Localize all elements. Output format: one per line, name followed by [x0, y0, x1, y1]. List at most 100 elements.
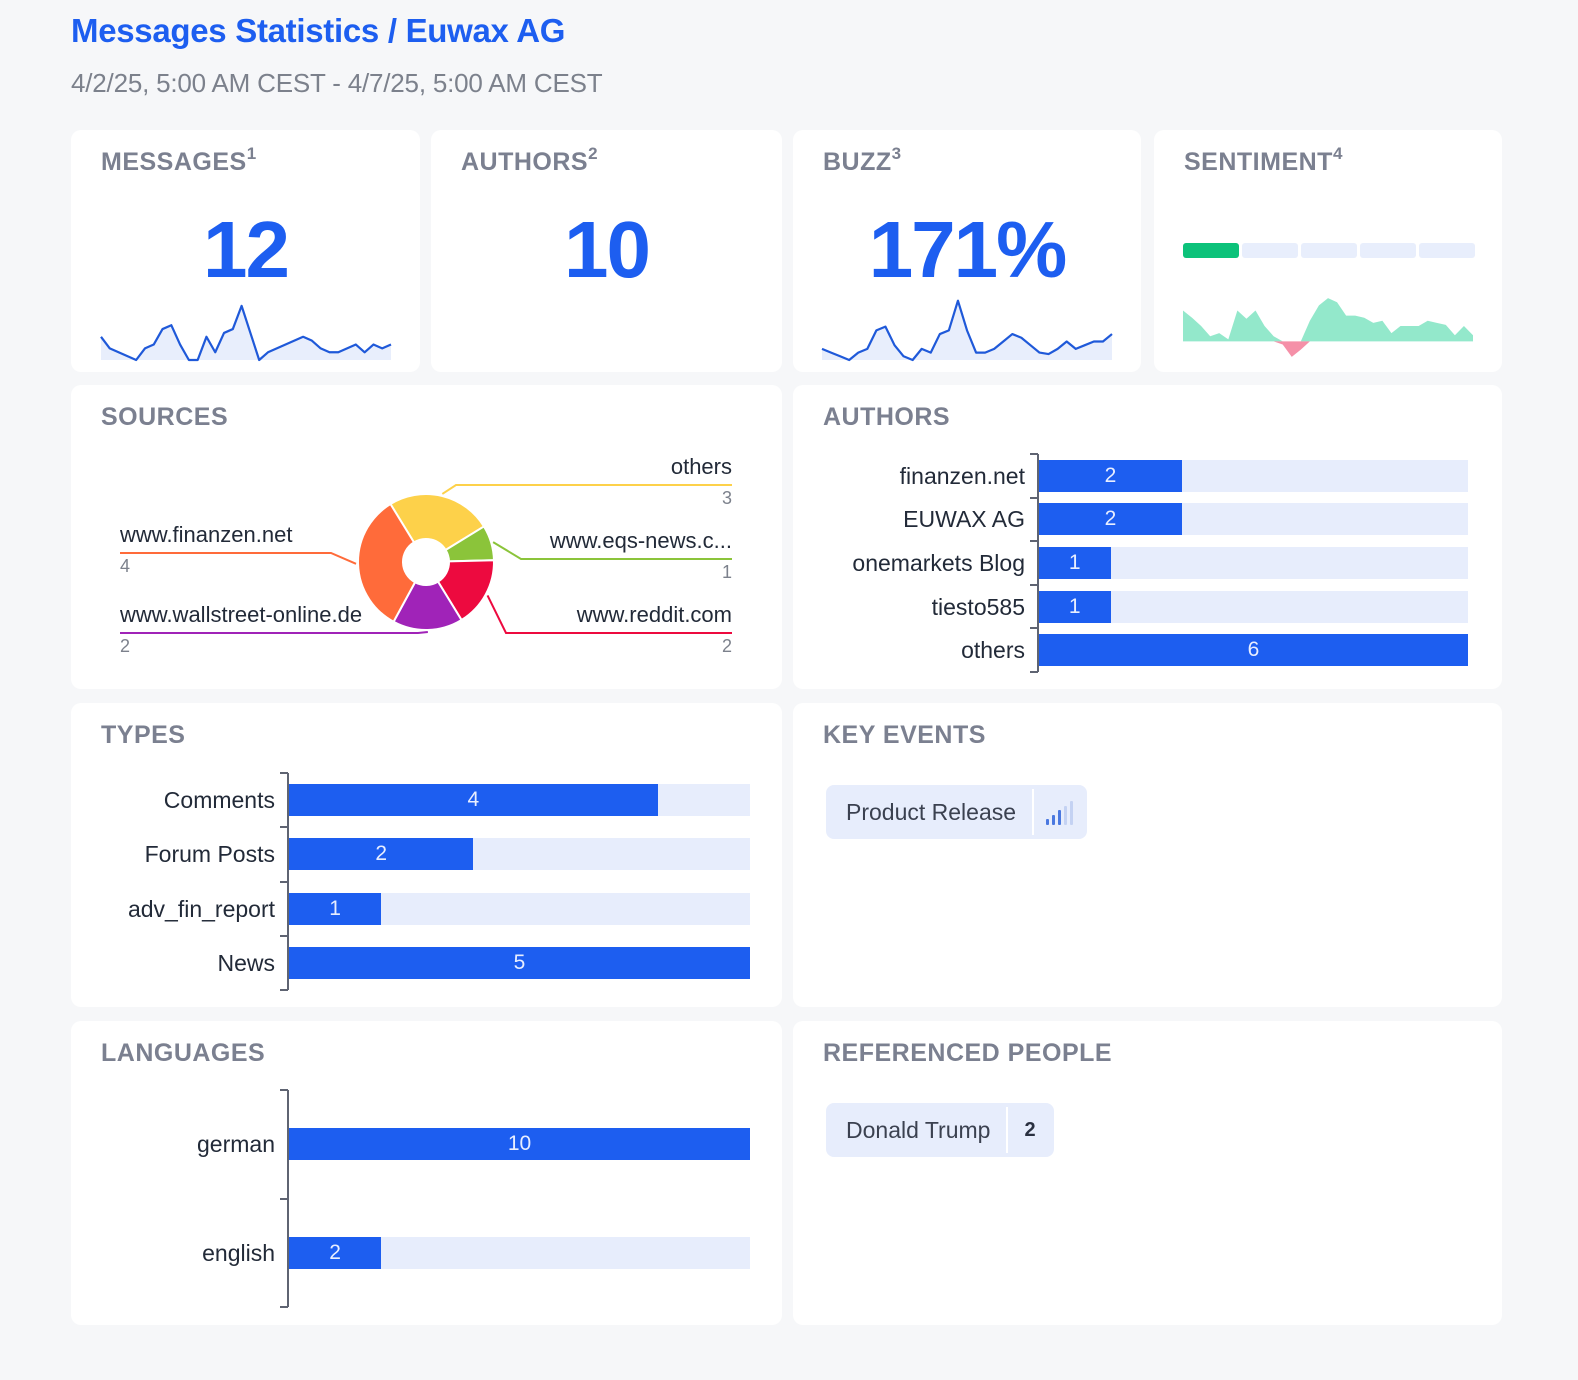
sentiment-title: SENTIMENT4 — [1184, 144, 1343, 176]
bar-track: 1 — [289, 892, 750, 925]
bar-category-label: german — [197, 1131, 275, 1158]
bar — [289, 892, 382, 925]
bar-value-label: 1 — [1068, 551, 1081, 574]
bar-category-label: EUWAX AG — [903, 506, 1025, 533]
messages-sparkline — [100, 304, 392, 362]
bar-category-label: News — [217, 949, 275, 976]
bar-category-label: tiesto585 — [931, 593, 1025, 620]
bar-track: 2 — [289, 838, 750, 871]
messages-title: MESSAGES1 — [101, 144, 257, 176]
source-label: others — [670, 454, 732, 479]
y-axis-tick — [280, 1306, 288, 1308]
source-label: www.eqs-news.c... — [549, 528, 732, 553]
y-axis-tick — [280, 1197, 288, 1200]
sources-title: SOURCES — [101, 403, 229, 431]
key-event-label: Product Release — [846, 798, 1017, 825]
bar-track: 2 — [289, 1236, 750, 1269]
bar-value-label: 1 — [1068, 594, 1081, 618]
pie-leader-line — [441, 484, 732, 495]
sources-pie-chart — [120, 484, 732, 634]
bar-track: 1 — [1039, 547, 1468, 579]
messages-card: MESSAGES1 12 — [71, 130, 420, 372]
sentiment-segment — [1419, 243, 1475, 258]
y-axis-line — [1037, 454, 1039, 672]
sentiment-segment — [1301, 243, 1357, 258]
bar — [289, 1236, 382, 1269]
bar — [1039, 459, 1182, 492]
source-label: www.finanzen.net — [120, 522, 293, 547]
authors-title: AUTHORS — [823, 403, 951, 431]
bar-category-label: Forum Posts — [144, 841, 275, 868]
key-event-chip[interactable]: Product Release — [826, 785, 1088, 839]
bar-track: 10 — [289, 1128, 750, 1161]
signal-bar — [1052, 814, 1056, 825]
buzz-title: BUZZ3 — [823, 144, 902, 176]
bar-track: 6 — [1039, 634, 1468, 667]
bar-category-label: onemarkets Blog — [852, 550, 1025, 576]
sparkline-line — [100, 304, 392, 362]
authors-count: 10 — [564, 205, 651, 294]
bar-track: 2 — [1039, 503, 1468, 536]
bar — [1039, 547, 1111, 579]
bar-category-label: adv_fin_report — [127, 895, 275, 922]
languages-bar-chart: german 10 english 2 — [71, 1021, 782, 1325]
languages-title: LANGUAGES — [101, 1039, 266, 1067]
signal-bar — [1046, 819, 1050, 825]
page-title: Messages Statistics / Euwax AG — [71, 12, 566, 49]
y-axis-tick — [280, 880, 288, 883]
key-events-title: KEY EVENTS — [823, 721, 986, 749]
bar-value-label: 2 — [1104, 507, 1117, 531]
referenced-people-title: REFERENCED PEOPLE — [823, 1039, 1113, 1067]
buzz-value: 171% — [868, 205, 1068, 294]
sentiment-segment — [1183, 243, 1239, 258]
pie-leader-line — [486, 594, 732, 634]
bar-track: 2 — [1039, 459, 1468, 492]
bar-track: 1 — [1039, 590, 1468, 623]
pie-slice — [389, 493, 486, 552]
y-axis-tick — [280, 1089, 288, 1091]
types-card: TYPES Comments 4 Forum Posts 2 adv_fin_repor… — [71, 703, 782, 1007]
chip-divider — [1006, 1107, 1009, 1153]
person-chip[interactable]: Donald Trump 2 — [826, 1103, 1054, 1157]
sentiment-card: SENTIMENT4 — [1154, 130, 1502, 372]
buzz-card: BUZZ3 171% — [793, 130, 1141, 372]
authors-kpi-title: AUTHORS2 — [461, 144, 599, 176]
date-range: 4/2/25, 5:00 AM CEST - 4/7/25, 5:00 AM C… — [71, 68, 603, 98]
bar-value-label: 4 — [467, 788, 480, 812]
bar — [289, 838, 474, 871]
signal-bar — [1058, 810, 1062, 825]
bar — [289, 946, 750, 979]
bar-value-label: 2 — [1104, 463, 1117, 487]
bar-track: 4 — [289, 784, 750, 817]
source-count: 1 — [721, 562, 732, 582]
y-axis-tick — [1030, 671, 1038, 673]
bar-value-label: 2 — [375, 842, 388, 866]
person-name: Donald Trump — [846, 1116, 991, 1143]
source-count: 3 — [721, 488, 732, 508]
source-label: www.reddit.com — [576, 602, 732, 627]
bar-category-label: finanzen.net — [899, 462, 1025, 489]
messages-count: 12 — [203, 205, 290, 294]
y-axis-tick — [1030, 627, 1038, 630]
pie-leader-line — [492, 541, 732, 560]
pie-slice — [357, 502, 417, 624]
sparkline-area — [822, 300, 1112, 360]
bar — [1039, 503, 1182, 536]
y-axis-tick — [280, 934, 288, 937]
sentiment-sparkline — [1183, 298, 1473, 357]
sentiment-negative-area — [1183, 341, 1473, 357]
sparkline-line — [821, 299, 1113, 362]
signal-bar — [1064, 805, 1068, 825]
authors-card: AUTHORS finanzen.net 2 EUWAX AG 2 onemarkets… — [793, 385, 1502, 689]
buzz-sparkline — [821, 299, 1113, 362]
types-bar-chart: Comments 4 Forum Posts 2 adv_fin_report 1 News… — [71, 703, 782, 1007]
y-axis-tick — [280, 826, 288, 829]
signal-strength-icon — [1034, 799, 1087, 825]
sentiment-segment — [1360, 243, 1416, 258]
pie-leader-line — [120, 552, 357, 565]
source-count: 2 — [721, 636, 732, 656]
signal-bar — [1070, 801, 1074, 825]
y-axis-tick — [280, 989, 288, 991]
y-axis-line — [287, 1090, 289, 1307]
bar — [289, 784, 658, 817]
